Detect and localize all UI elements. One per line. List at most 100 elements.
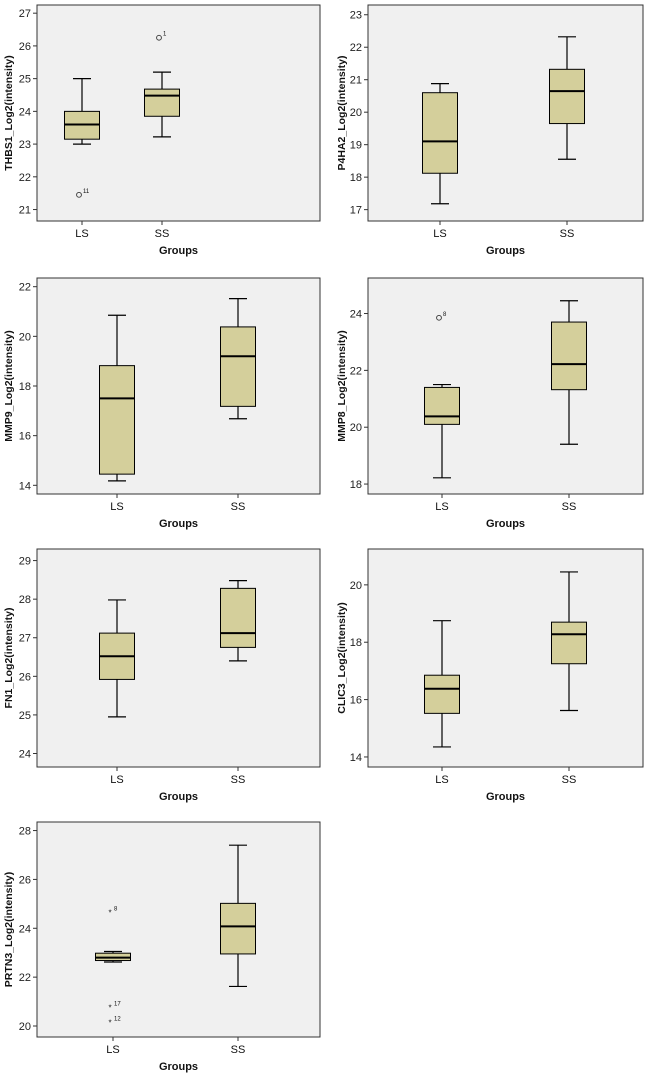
y-tick-label: 29 [19,556,31,568]
iqr-box-ls [424,674,460,714]
y-tick-label: 18 [350,479,362,491]
y-tick-label: 25 [19,710,31,722]
category-label-ss: SS [231,1044,246,1056]
y-tick-label: 23 [350,10,362,22]
iqr-box-ss [220,902,256,955]
y-tick-label: 24 [19,106,31,118]
y-tick-label: 14 [350,752,362,764]
y-axis-title: MMP8_Log2(intensity) [336,330,348,441]
x-axis-title: Groups [486,518,525,530]
extreme-marker: * [108,908,111,917]
y-tick-label: 18 [350,172,362,184]
category-label-ss: SS [560,228,575,240]
category-label-ls: LS [110,774,123,786]
category-label-ls: LS [435,501,448,513]
outlier-label: 11 [83,189,90,195]
y-tick-label: 27 [19,633,31,645]
y-tick-label: 28 [19,594,31,606]
y-tick-label: 22 [350,365,362,377]
x-axis-title: Groups [159,1061,198,1073]
y-axis-title: PRTN3_Log2(intensity) [3,872,15,988]
plot-area [36,277,321,495]
box-plot-p4ha2: 17 18 19 20 21 22 23 P4HA2_Log2(intensity) LS SS G… [336,4,644,257]
box-plot-mmp9: 14 16 18 20 22 MMP9_Log2(intensity) LS SS Groups [3,277,321,530]
outlier-label: 17 [114,1002,121,1008]
y-tick-label: 21 [19,205,31,217]
iqr-box-ss [551,621,587,665]
iqr-box-ls [424,386,460,425]
y-tick-label: 24 [19,923,31,935]
y-tick-label: 27 [19,8,31,20]
y-tick-label: 16 [19,431,31,443]
y-tick-label: 20 [19,331,31,343]
iqr-box-ss [144,88,180,117]
category-label-ls: LS [75,228,88,240]
y-axis-title: MMP9_Log2(intensity) [3,330,15,441]
y-tick-label: 24 [19,748,31,760]
outlier-label: 8 [114,906,118,912]
outlier-label: 1 [163,32,167,38]
y-tick-label: 20 [350,580,362,592]
iqr-box-ss [220,326,256,407]
outlier-label: 12 [114,1016,121,1022]
y-tick-label: 20 [19,1021,31,1033]
y-tick-label: 23 [19,139,31,151]
x-axis-title: Groups [486,791,525,803]
plot-area [36,821,321,1038]
outlier-label: 8 [443,312,447,318]
x-axis-title: Groups [159,245,198,257]
y-tick-label: 20 [350,422,362,434]
y-tick-label: 21 [350,75,362,87]
box-plot-fn1: 24 25 26 27 28 29 FN1_Log2(intensity) LS SS Group… [3,548,321,803]
plot-area [367,277,644,495]
category-label-ss: SS [231,774,246,786]
category-label-ls: LS [110,501,123,513]
category-label-ss: SS [155,228,170,240]
category-label-ls: LS [435,774,448,786]
iqr-box-ss [551,321,587,391]
y-tick-label: 22 [19,282,31,294]
category-label-ss: SS [562,774,577,786]
plot-area [367,548,644,768]
extreme-marker: * [108,1018,111,1027]
y-tick-label: 26 [19,41,31,53]
x-axis-title: Groups [486,245,525,257]
y-tick-label: 16 [350,695,362,707]
plot-area [36,548,321,768]
outlier-marker [76,191,82,198]
iqr-box-ls [422,92,458,174]
y-tick-label: 19 [350,140,362,152]
y-tick-label: 22 [19,972,31,984]
iqr-box-ss [549,68,585,125]
iqr-box-ss [220,587,256,648]
y-tick-label: 22 [19,172,31,184]
y-tick-label: 20 [350,107,362,119]
y-axis-title: FN1_Log2(intensity) [3,608,15,709]
y-tick-label: 22 [350,42,362,54]
box-plot-thbs1: 21 22 23 24 25 26 27 THBS1_Log2(intensity) LS 11 S… [3,4,321,257]
y-tick-label: 18 [350,637,362,649]
y-tick-label: 25 [19,74,31,86]
y-axis-title: CLIC3_Log2(intensity) [336,602,348,713]
outlier-marker [156,34,162,41]
category-label-ls: LS [106,1044,119,1056]
x-axis-title: Groups [159,518,198,530]
category-label-ls: LS [433,228,446,240]
y-tick-label: 18 [19,381,31,393]
y-tick-label: 26 [19,874,31,886]
y-tick-label: 17 [350,205,362,217]
outlier-marker [436,314,442,321]
category-label-ss: SS [231,501,246,513]
y-tick-label: 14 [19,480,31,492]
extreme-marker: * [108,1004,111,1013]
x-axis-title: Groups [159,791,198,803]
y-axis-title: P4HA2_Log2(intensity) [336,56,348,171]
y-tick-label: 24 [350,309,362,321]
y-tick-label: 28 [19,826,31,838]
y-axis-title: THBS1_Log2(intensity) [3,55,15,171]
iqr-box-ls [99,365,135,475]
y-tick-label: 26 [19,671,31,683]
